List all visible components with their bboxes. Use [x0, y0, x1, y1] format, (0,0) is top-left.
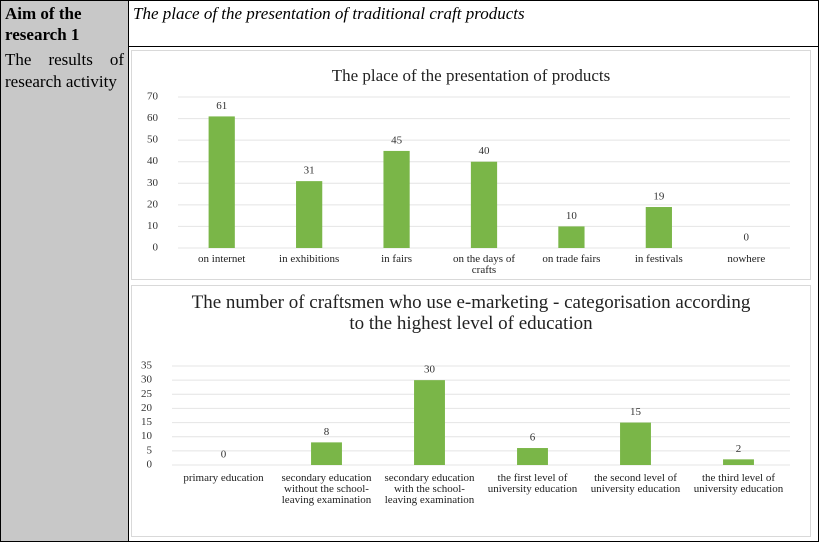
value-label: 45 — [391, 134, 403, 146]
y-tick-label: 50 — [147, 134, 159, 146]
bar — [296, 181, 323, 248]
x-tick-label: the second level of university education — [590, 472, 681, 495]
bar — [208, 116, 235, 249]
bar — [620, 422, 651, 465]
value-label: 8 — [324, 426, 330, 438]
x-tick-label: nowhere — [727, 253, 766, 265]
value-label: 19 — [653, 191, 665, 203]
result-label-cell: The results of research activity — [0, 46, 129, 542]
value-label: 10 — [566, 210, 578, 222]
chart-title: The place of the presentation of product… — [331, 66, 611, 85]
x-tick-label: the first level of university education — [487, 472, 578, 495]
y-tick-label: 0 — [147, 459, 153, 471]
bar — [645, 207, 672, 248]
value-label: 15 — [630, 406, 642, 418]
y-tick-label: 60 — [147, 112, 159, 124]
x-tick-label: secondary education with the school-leav… — [384, 472, 475, 506]
y-tick-label: 30 — [147, 177, 159, 189]
value-label: 0 — [744, 232, 750, 244]
chart-title: The number of craftsmen who use e-market… — [191, 292, 751, 334]
bar — [558, 226, 585, 248]
y-tick-label: 20 — [141, 402, 153, 414]
y-tick-label: 15 — [141, 416, 153, 428]
value-label: 30 — [424, 364, 436, 376]
x-tick-label: secondary education without the school-l… — [281, 472, 372, 506]
bar — [723, 459, 754, 465]
bar — [383, 150, 410, 248]
chart-frame — [131, 285, 811, 537]
y-tick-label: 25 — [141, 388, 153, 400]
y-tick-label: 10 — [141, 430, 153, 442]
y-tick-label: 5 — [147, 444, 153, 456]
y-tick-label: 20 — [147, 198, 159, 210]
y-tick-label: 30 — [141, 374, 153, 386]
y-tick-label: 35 — [141, 360, 153, 372]
bar — [470, 161, 498, 248]
x-tick-label: on trade fairs — [542, 253, 601, 265]
value-label: 2 — [736, 443, 742, 455]
y-tick-label: 40 — [147, 155, 159, 167]
x-tick-label: on internet — [198, 253, 246, 265]
value-label: 0 — [221, 449, 227, 461]
bar — [517, 448, 548, 465]
header-left-cell: Aim of the research 1 — [0, 0, 129, 47]
value-label: 31 — [304, 165, 315, 177]
x-tick-label: the third level of university education — [693, 472, 784, 495]
value-label: 40 — [479, 145, 491, 157]
x-tick-label: in fairs — [381, 253, 412, 265]
value-label: 6 — [530, 432, 536, 444]
y-tick-label: 10 — [147, 220, 159, 232]
y-tick-label: 0 — [153, 242, 159, 254]
y-tick-label: 70 — [147, 91, 159, 103]
x-tick-label: on the days of crafts — [452, 253, 515, 276]
x-tick-label: in exhibitions — [279, 253, 340, 265]
value-label: 61 — [216, 100, 227, 112]
x-tick-label: in festivals — [634, 253, 683, 265]
bar — [414, 380, 445, 465]
bar — [311, 442, 342, 465]
x-tick-label: primary education — [183, 472, 264, 484]
